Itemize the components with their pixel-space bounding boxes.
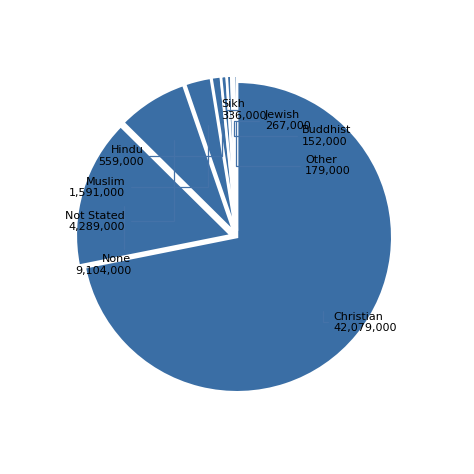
Text: Buddhist
152,000: Buddhist 152,000 <box>234 122 352 147</box>
Text: Jewish
267,000: Jewish 267,000 <box>234 110 310 131</box>
Text: Sikh
336,000: Sikh 336,000 <box>221 99 267 120</box>
Text: Not Stated
4,289,000: Not Stated 4,289,000 <box>65 140 174 232</box>
Text: None
9,104,000: None 9,104,000 <box>75 206 131 276</box>
Wedge shape <box>231 75 237 231</box>
Text: Other
179,000: Other 179,000 <box>236 122 351 176</box>
Wedge shape <box>221 76 237 231</box>
Wedge shape <box>85 82 392 392</box>
Wedge shape <box>227 76 237 231</box>
Text: Muslim
1,591,000: Muslim 1,591,000 <box>69 125 208 198</box>
Wedge shape <box>234 75 237 231</box>
Text: Hindu
559,000: Hindu 559,000 <box>98 123 222 167</box>
Wedge shape <box>211 76 236 231</box>
Text: Christian
42,079,000: Christian 42,079,000 <box>323 310 397 333</box>
Wedge shape <box>76 126 231 265</box>
Wedge shape <box>185 78 236 231</box>
Wedge shape <box>123 85 234 232</box>
